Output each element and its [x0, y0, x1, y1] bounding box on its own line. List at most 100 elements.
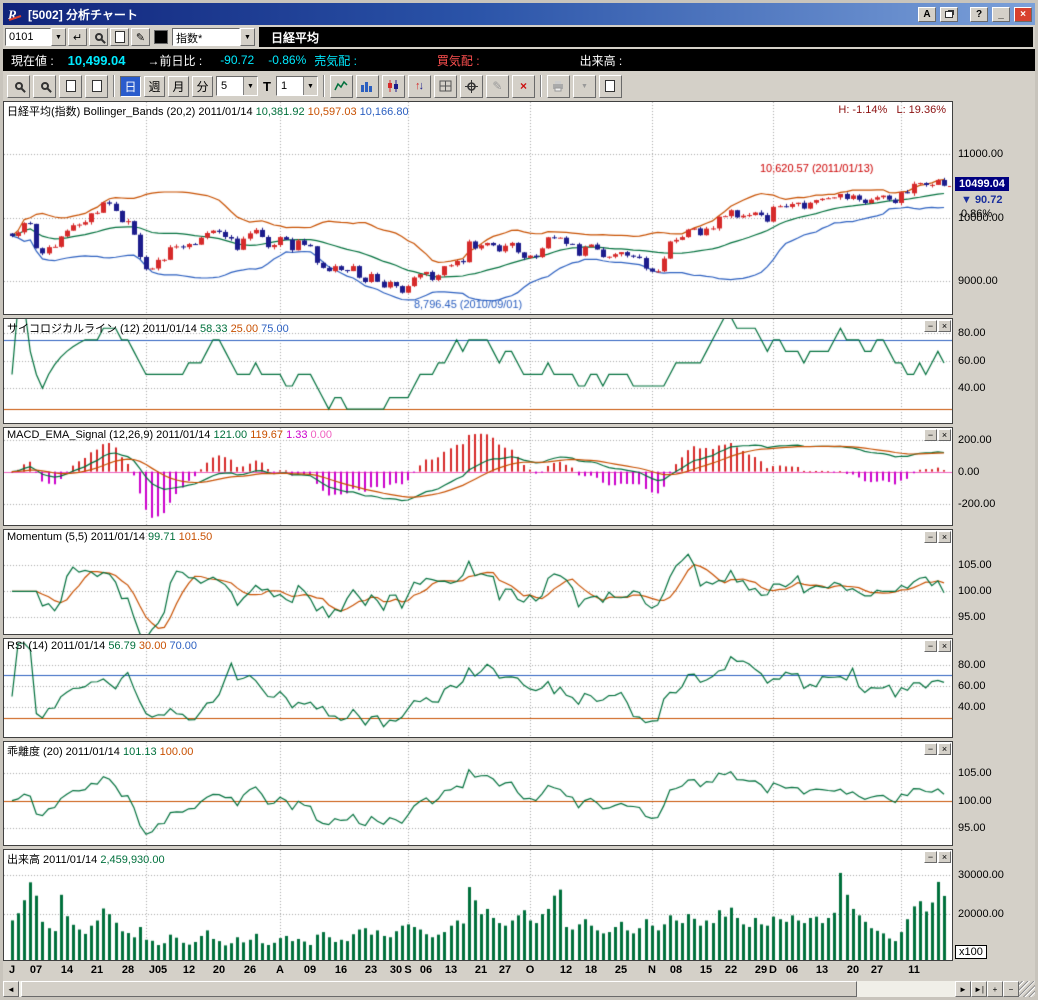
y-tick-label: 9000.00: [958, 275, 998, 287]
chart-row-price: 日経平均(指数) Bollinger_Bands (20,2) 2011/01/…: [3, 101, 1035, 315]
chevron-down-icon[interactable]: ▼: [302, 77, 317, 95]
tab-minute[interactable]: 分: [192, 75, 213, 97]
memo-button[interactable]: [110, 28, 129, 46]
chart-canvas-macd[interactable]: [4, 428, 952, 525]
line-chart-button[interactable]: [329, 74, 353, 98]
zoom-in-button[interactable]: +: [987, 981, 1003, 997]
close-button[interactable]: ×: [1014, 6, 1032, 22]
bar-chart-button[interactable]: [355, 74, 379, 98]
help-button[interactable]: ?: [970, 6, 988, 22]
zoom-out-button[interactable]: −: [1003, 981, 1019, 997]
draw-button[interactable]: ✎: [131, 28, 150, 46]
x-axis-label: 15: [699, 964, 713, 976]
panel-minimize-button[interactable]: −: [924, 531, 937, 543]
new-page-button[interactable]: [85, 74, 108, 98]
search-icon: [40, 82, 49, 90]
chart-canvas-volume[interactable]: [4, 850, 952, 960]
delete-drawing-button[interactable]: ×: [511, 74, 535, 98]
scrollbar-thumb[interactable]: [21, 981, 857, 997]
panel-minimize-button[interactable]: −: [924, 851, 937, 863]
panel-volume: 出来高 2011/01/14 2,459,930.00− ×: [3, 849, 953, 961]
settings-button[interactable]: [459, 74, 483, 98]
toolbar-separator: [322, 75, 325, 97]
prev-change-label: →前日比 :: [147, 53, 203, 68]
panel-window-buttons: − ×: [924, 743, 951, 755]
apply-button[interactable]: ↵: [68, 28, 87, 46]
page-code-input[interactable]: [5, 28, 51, 46]
grid-toggle-button[interactable]: [433, 74, 457, 98]
panel-close-button[interactable]: ×: [938, 640, 951, 652]
panel-window-buttons: − ×: [924, 851, 951, 863]
x-axis-label: 25: [614, 964, 628, 976]
color-swatch-button[interactable]: [154, 30, 168, 44]
chart-canvas-psych[interactable]: [4, 319, 952, 423]
indicator-select[interactable]: 指数* ▼: [172, 28, 255, 46]
x-axis-label: 22: [724, 964, 738, 976]
search-chart-button[interactable]: [33, 74, 56, 98]
print-button[interactable]: [546, 74, 570, 98]
window-copy-button[interactable]: [940, 6, 958, 22]
y-axis-rsi: 80.00 60.00 40.00: [953, 638, 1035, 738]
y-axis-price: 11000.00 10000.00 9000.00 10499.04 ▼ 90.72 0.…: [953, 101, 1035, 315]
zoom-range-button[interactable]: [7, 74, 30, 98]
x-axis-label: 28: [121, 964, 135, 976]
chevron-down-icon[interactable]: ▼: [243, 77, 257, 95]
tab-monthly[interactable]: 月: [168, 75, 189, 97]
scrollbar-track[interactable]: [19, 981, 955, 997]
chart-area: 日経平均(指数) Bollinger_Bands (20,2) 2011/01/…: [3, 101, 1035, 961]
jump-latest-button[interactable]: ►|: [971, 981, 987, 997]
panel-minimize-button[interactable]: −: [924, 429, 937, 441]
titlebar[interactable]: R [5002] 分析チャート A ? _ ×: [3, 3, 1035, 25]
updown-marks-button[interactable]: ↑ ↓: [407, 74, 431, 98]
panel-psych: サイコロジカルライン (12) 2011/01/14 58.33 25.00 7…: [3, 318, 953, 424]
clipboard-copy-button[interactable]: [598, 74, 622, 98]
last-price-box: 10499.04: [955, 177, 1009, 191]
find-button[interactable]: [89, 28, 108, 46]
candle-chart-icon: [388, 80, 399, 92]
page-code-combo[interactable]: ▼: [5, 28, 66, 46]
edit-drawing-button[interactable]: ✎: [485, 74, 509, 98]
candle-chart-button[interactable]: [381, 74, 405, 98]
panel-close-button[interactable]: ×: [938, 743, 951, 755]
y-tick-label: 60.00: [958, 355, 986, 367]
panel-minimize-button[interactable]: −: [924, 743, 937, 755]
print-dropdown-button[interactable]: ▼: [572, 74, 596, 98]
x-axis-label: 14: [60, 964, 74, 976]
chart-canvas-rsi[interactable]: [4, 639, 952, 737]
interval-select-value: 5: [221, 80, 228, 92]
y-tick-label: 105.00: [958, 767, 992, 779]
grid-icon: [439, 80, 452, 92]
symbol-strip: 日経平均: [259, 27, 1033, 47]
resize-grip[interactable]: [1019, 981, 1035, 997]
page-toolbar: ▼ ↵ ✎ 指数* ▼ 日経平均: [3, 25, 1035, 49]
panel-close-button[interactable]: ×: [938, 531, 951, 543]
scroll-left-button[interactable]: ◄: [3, 981, 19, 997]
font-size-button[interactable]: A: [918, 6, 936, 22]
chart-canvas-kairi[interactable]: [4, 742, 952, 845]
panel-minimize-button[interactable]: −: [924, 320, 937, 332]
tab-daily[interactable]: 日: [120, 75, 141, 97]
panel-close-button[interactable]: ×: [938, 851, 951, 863]
scroll-right-button[interactable]: ►: [955, 981, 971, 997]
copy-page-button[interactable]: [59, 74, 82, 98]
panel-close-button[interactable]: ×: [938, 320, 951, 332]
y-tick-label: 40.00: [958, 701, 986, 713]
chart-canvas-price[interactable]: [4, 102, 952, 314]
change-percent: -0.86%: [268, 53, 307, 67]
panel-close-button[interactable]: ×: [938, 429, 951, 441]
x-axis-label: J05: [148, 964, 168, 976]
tab-weekly[interactable]: 週: [144, 75, 165, 97]
horizontal-scrollbar[interactable]: ◄ ► ►| + −: [3, 981, 1035, 997]
interval-select[interactable]: 5 ▼: [216, 76, 258, 96]
indicator-select-dropdown-button[interactable]: ▼: [240, 28, 255, 46]
panel-window-buttons: − ×: [924, 640, 951, 652]
gear-icon: [464, 79, 478, 93]
t-count-select[interactable]: 1 ▼: [275, 76, 318, 96]
x-axis-label: 30: [389, 964, 403, 976]
high-low-percent: H: -1.14% L: 19.36%: [838, 104, 946, 116]
chart-canvas-momentum[interactable]: [4, 530, 952, 634]
page-code-dropdown-button[interactable]: ▼: [51, 28, 66, 46]
panel-rsi: RSI (14) 2011/01/14 56.79 30.00 70.00− ×: [3, 638, 953, 738]
panel-minimize-button[interactable]: −: [924, 640, 937, 652]
minimize-button[interactable]: _: [992, 6, 1010, 22]
